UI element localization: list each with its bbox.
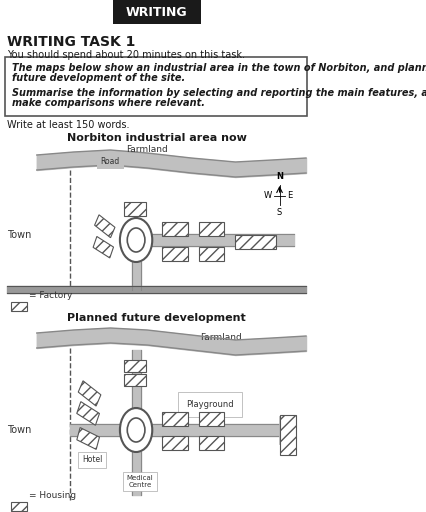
Text: Playground: Playground: [186, 400, 233, 409]
Text: WRITING TASK 1: WRITING TASK 1: [7, 35, 136, 49]
Text: Farmland: Farmland: [126, 145, 168, 154]
Text: E: E: [287, 191, 292, 201]
Bar: [199, 222, 225, 236]
Bar: [124, 360, 146, 372]
Bar: [199, 436, 225, 450]
Bar: [93, 237, 113, 258]
Text: Norbiton industrial area now: Norbiton industrial area now: [67, 133, 247, 143]
Text: Summarise the information by selecting and reporting the main features, and: Summarise the information by selecting a…: [12, 88, 426, 98]
Text: You should spend about 20 minutes on this task.: You should spend about 20 minutes on thi…: [7, 50, 245, 60]
Bar: [199, 412, 225, 426]
Bar: [162, 222, 187, 236]
Text: future development of the site.: future development of the site.: [12, 73, 185, 83]
FancyBboxPatch shape: [5, 57, 307, 116]
Bar: [11, 302, 27, 311]
Circle shape: [127, 418, 145, 442]
FancyBboxPatch shape: [112, 0, 201, 24]
Bar: [78, 381, 101, 406]
Bar: [162, 412, 187, 426]
Text: Medical
Centre: Medical Centre: [127, 475, 153, 488]
Bar: [77, 428, 99, 450]
Text: W: W: [264, 191, 272, 201]
Text: Farmland: Farmland: [200, 333, 242, 342]
Text: Hotel: Hotel: [82, 456, 102, 464]
Text: WRITING: WRITING: [126, 6, 187, 18]
Text: Town: Town: [7, 425, 32, 435]
Text: Road: Road: [101, 157, 120, 165]
Bar: [124, 374, 146, 386]
Bar: [162, 247, 187, 261]
Bar: [95, 215, 115, 238]
Bar: [124, 202, 146, 216]
Text: The maps below show an industrial area in the town of Norbiton, and planned: The maps below show an industrial area i…: [12, 63, 426, 73]
Bar: [279, 415, 296, 455]
Text: Planned future development: Planned future development: [67, 313, 246, 323]
Text: make comparisons where relevant.: make comparisons where relevant.: [12, 98, 205, 108]
Text: Town: Town: [7, 230, 32, 240]
Text: = Housing: = Housing: [29, 492, 77, 501]
Bar: [77, 401, 100, 425]
Text: N: N: [276, 172, 283, 181]
Bar: [199, 247, 225, 261]
Bar: [162, 436, 187, 450]
Bar: [236, 235, 276, 249]
Text: = Factory: = Factory: [29, 291, 73, 301]
Bar: [11, 502, 27, 511]
Text: Hotel: Hotel: [283, 420, 292, 440]
Circle shape: [127, 228, 145, 252]
Text: Write at least 150 words.: Write at least 150 words.: [7, 120, 130, 130]
Text: S: S: [277, 208, 282, 217]
